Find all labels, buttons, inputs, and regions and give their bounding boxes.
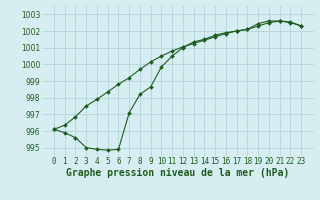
X-axis label: Graphe pression niveau de la mer (hPa): Graphe pression niveau de la mer (hPa): [66, 168, 289, 178]
